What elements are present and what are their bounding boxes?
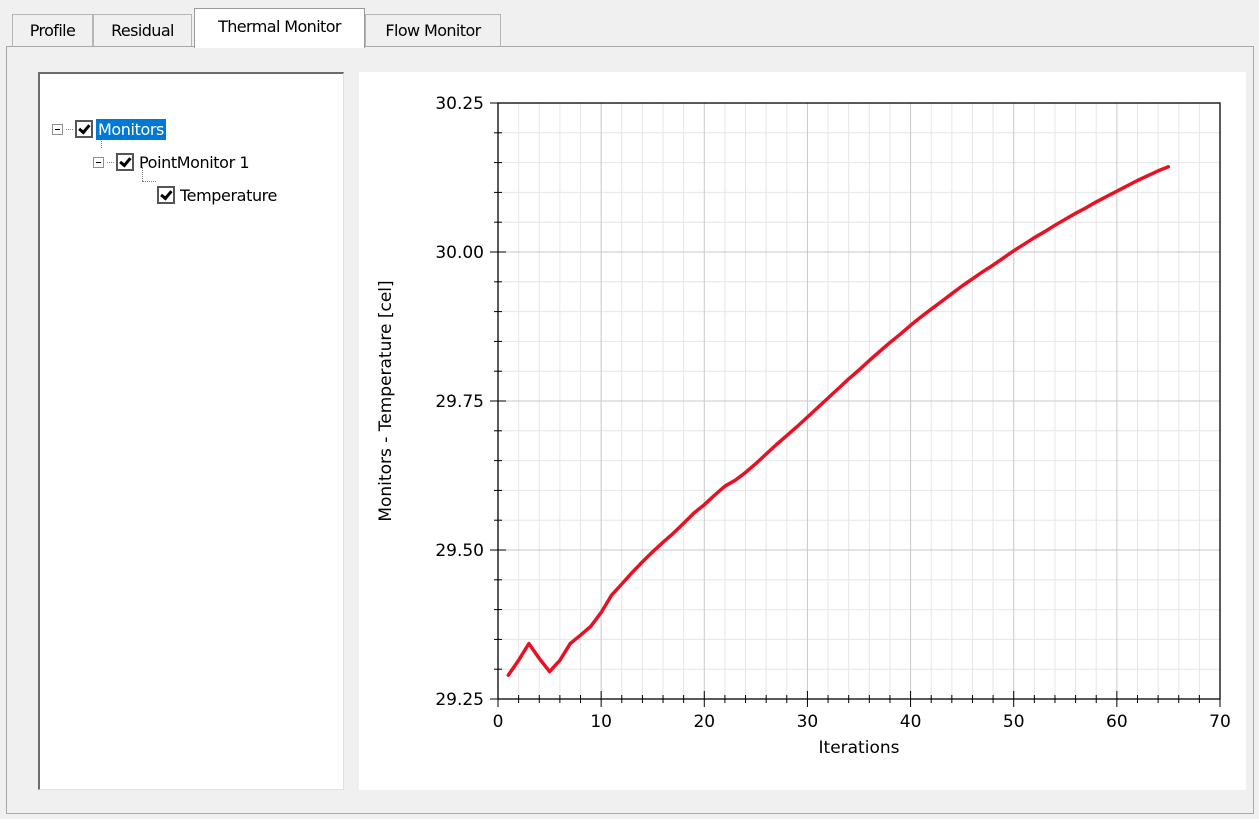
tab-thermal-monitor[interactable]: Thermal Monitor bbox=[194, 8, 365, 48]
y-tick-label: 30.25 bbox=[435, 94, 484, 114]
tree-node-label[interactable]: PointMonitor 1 bbox=[139, 152, 250, 172]
x-tick-label: 20 bbox=[693, 712, 715, 732]
x-tick-label: 50 bbox=[1003, 712, 1025, 732]
x-tick-label: 40 bbox=[900, 712, 922, 732]
x-tick-label: 60 bbox=[1106, 712, 1128, 732]
tree-connector bbox=[101, 134, 102, 148]
y-tick-label: 29.75 bbox=[435, 392, 484, 412]
tree-connector bbox=[142, 167, 143, 181]
pointmonitor-checkbox[interactable] bbox=[116, 153, 134, 171]
x-tick-label: 70 bbox=[1209, 712, 1231, 732]
y-tick-label: 29.50 bbox=[435, 541, 484, 561]
tab-profile[interactable]: Profile bbox=[12, 14, 93, 46]
monitor-tree[interactable]: Monitors PointMonitor 1 Temperature bbox=[38, 72, 344, 790]
temperature-checkbox[interactable] bbox=[157, 186, 175, 204]
x-tick-label: 0 bbox=[493, 712, 504, 732]
tab-panel: Monitors PointMonitor 1 Temperature 0 10 2… bbox=[6, 46, 1254, 814]
y-tick-label: 30.00 bbox=[435, 243, 484, 263]
chart-panel: 0 10 20 30 40 50 60 70 29.25 29.50 29.75 30.00 30.25… bbox=[359, 72, 1246, 790]
tab-flow-monitor[interactable]: Flow Monitor bbox=[365, 14, 501, 46]
tree-node-temperature[interactable]: Temperature bbox=[157, 182, 279, 208]
y-axis-label: Monitors - Temperature [cel] bbox=[376, 280, 396, 521]
x-axis-label: Iterations bbox=[819, 738, 900, 758]
tree-node-label[interactable]: Monitors bbox=[96, 118, 166, 140]
monitors-checkbox[interactable] bbox=[75, 120, 93, 138]
temperature-series-line bbox=[506, 165, 1171, 677]
collapse-icon[interactable] bbox=[93, 156, 104, 168]
x-tick-label: 10 bbox=[590, 712, 612, 732]
tree-connector bbox=[66, 128, 73, 130]
collapse-icon[interactable] bbox=[52, 123, 63, 135]
tree-connector bbox=[107, 161, 114, 163]
temperature-chart: 0 10 20 30 40 50 60 70 29.25 29.50 29.75 30.00 30.25… bbox=[376, 94, 1231, 758]
tree-node-label[interactable]: Temperature bbox=[180, 185, 277, 205]
x-tick-label: 30 bbox=[797, 712, 819, 732]
tab-residual[interactable]: Residual bbox=[93, 14, 192, 46]
tree-node-monitors[interactable]: Monitors bbox=[52, 116, 166, 142]
y-tick-label: 29.25 bbox=[435, 690, 484, 710]
tree-connector bbox=[142, 181, 156, 182]
tree-node-pointmonitor[interactable]: PointMonitor 1 bbox=[93, 149, 251, 175]
